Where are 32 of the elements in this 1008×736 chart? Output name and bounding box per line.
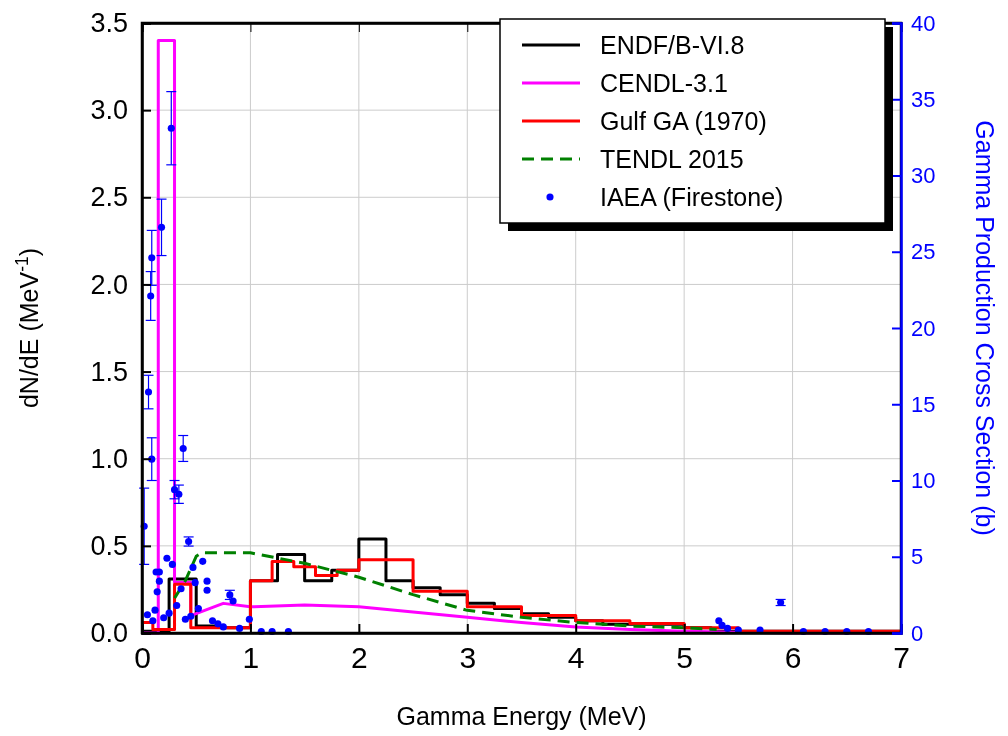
y-tick-label: 2.0 — [90, 269, 128, 300]
y-tick-label: 0.5 — [90, 531, 128, 561]
x-tick-label: 5 — [676, 641, 693, 675]
x-tick-label: 6 — [784, 641, 802, 675]
legend-label: IAEA (Firestone) — [600, 183, 784, 211]
legend-label: TENDL 2015 — [600, 145, 744, 173]
y-tick-label: 3.0 — [90, 95, 128, 126]
y2-tick-label: 40 — [911, 10, 936, 36]
legend-label: Gulf GA (1970) — [600, 107, 767, 135]
x-tick-label: 4 — [567, 641, 585, 675]
y-tick-label: 1.5 — [90, 356, 128, 387]
x-tick-label: 0 — [134, 641, 151, 675]
y2-tick-label: 5 — [911, 544, 924, 570]
y2-tick-label: 0 — [911, 620, 924, 646]
legend-label: CENDL-3.1 — [600, 69, 728, 97]
y-tick-label: 2.5 — [90, 182, 128, 213]
y-tick-label: 0.0 — [90, 618, 128, 649]
y-tick-label: 1.0 — [90, 443, 128, 474]
y2-tick-label: 25 — [911, 239, 936, 265]
x-tick-label: 1 — [242, 641, 260, 675]
x-tick-label: 7 — [893, 641, 910, 675]
y-tick-label: 3.5 — [90, 8, 128, 39]
y2-axis-title: Gamma Production Cross Section (b) — [971, 120, 999, 536]
x-tick-label: 2 — [351, 641, 368, 675]
y2-tick-label: 15 — [911, 391, 936, 417]
y2-tick-label: 30 — [911, 163, 936, 189]
y2-tick-label: 10 — [911, 468, 936, 494]
y2-tick-label: 35 — [911, 86, 936, 112]
x-tick-label: 3 — [459, 641, 477, 675]
y2-tick-label: 20 — [911, 315, 936, 341]
x-axis-title: Gamma Energy (MeV) — [396, 702, 647, 730]
legend-label: ENDF/B-VI.8 — [600, 31, 745, 59]
